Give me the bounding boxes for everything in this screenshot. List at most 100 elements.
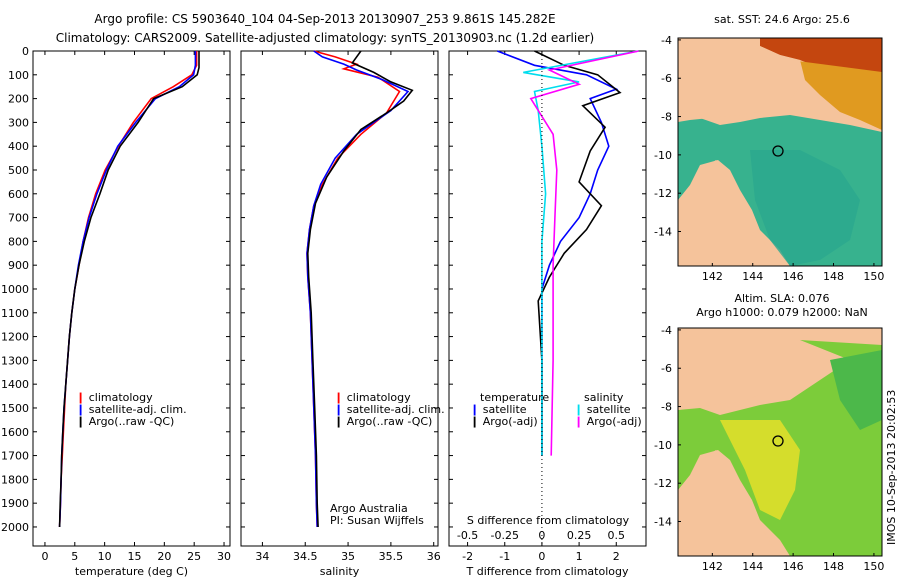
- xtick-label: 36: [427, 550, 441, 563]
- sst-map-title: sat. SST: 24.6 Argo: 25.6: [714, 13, 850, 26]
- ytick-label: 1300: [1, 354, 29, 367]
- xtick-label: 0: [41, 550, 48, 563]
- diff-legend-sal-argo: Argo(-adj): [586, 415, 642, 428]
- sal-legend-clim: climatology: [346, 391, 411, 404]
- map-ytick-label: -4: [661, 324, 672, 337]
- xtick-label: 35: [341, 550, 355, 563]
- map-ytick-label: -6: [661, 362, 672, 375]
- s-tick-label: -0.5: [457, 529, 478, 542]
- map-xtick-label: 142: [702, 270, 723, 283]
- xtick-label: 25: [187, 550, 201, 563]
- ytick-label: 1400: [1, 378, 29, 391]
- temp-legend-sat: satellite-adj. clim.: [88, 403, 187, 416]
- sal-legend-argo: Argo(..raw -QC): [346, 415, 433, 428]
- sla-map: [677, 327, 883, 557]
- ytick-label: 900: [8, 259, 29, 272]
- ytick-label: 1900: [1, 497, 29, 510]
- title-line-1: Argo profile: CS 5903640_104 04-Sep-2013…: [94, 12, 555, 26]
- xtick-label: 2: [613, 550, 620, 563]
- sla-map-subtitle: Argo h1000: 0.079 h2000: NaN: [696, 306, 868, 319]
- xtick-label: 15: [127, 550, 141, 563]
- xtick-label: 34: [255, 550, 269, 563]
- diff-legend-temp-sat: satellite: [482, 403, 527, 416]
- sla-map-axes: 142 144 146 148 150 -4 -6 -8 -10 -12 -14: [654, 324, 884, 573]
- map-ytick-label: -14: [654, 226, 672, 239]
- ytick-label: 500: [8, 164, 29, 177]
- ytick-label: 0: [22, 45, 29, 58]
- map-ytick-label: -10: [654, 439, 672, 452]
- ytick-label: 100: [8, 69, 29, 82]
- temperature-xlabel: temperature (deg C): [75, 565, 188, 578]
- ytick-label: 300: [8, 116, 29, 129]
- salinity-panel: 34 34.5 35 35.5 36 salinity: [240, 50, 441, 578]
- map-ytick-label: -8: [661, 401, 672, 414]
- sst-cape-york: [705, 160, 780, 266]
- xtick-label: 0: [538, 550, 545, 563]
- xtick-label: 30: [217, 550, 231, 563]
- map-xtick-label: 150: [863, 270, 884, 283]
- sal-annotation-line2: PI: Susan Wijffels: [330, 514, 424, 527]
- ytick-label: 2000: [1, 521, 29, 534]
- xtick-label: 1: [576, 550, 583, 563]
- sla-map-title: Altim. SLA: 0.076: [734, 292, 829, 305]
- xtick-label: 20: [157, 550, 171, 563]
- map-ytick-label: -12: [654, 477, 672, 490]
- sal-annotation: Argo Australia PI: Susan Wijffels: [330, 503, 424, 527]
- ytick-label: 400: [8, 140, 29, 153]
- sla-png-land: [678, 328, 800, 410]
- diff-legend-sal-title: salinity: [584, 391, 624, 404]
- xtick-label: 10: [98, 550, 112, 563]
- map-xtick-label: 148: [823, 560, 844, 573]
- s-tick-label: 0.25: [567, 529, 592, 542]
- temperature-series-argo-raw-qc-: [58, 51, 200, 528]
- s-tick-label: 0: [538, 529, 545, 542]
- temperature-panel: 0 5 10 15 20 25 300100200300400500600700800900…: [1, 45, 231, 578]
- diff-legend-temp-argo: Argo(-adj): [482, 415, 538, 428]
- s-tick-label: 0.5: [608, 529, 626, 542]
- imos-stamp: IMOS 10-Sep-2013 20:02:53: [885, 390, 898, 545]
- map-ytick-label: -8: [661, 111, 672, 124]
- sst-warm-band: [790, 60, 882, 130]
- sal-annotation-line1: Argo Australia: [330, 502, 408, 515]
- ytick-label: 1500: [1, 402, 29, 415]
- ytick-label: 1700: [1, 450, 29, 463]
- difference-series-t-satellite: [497, 50, 619, 456]
- xtick-label: -1: [499, 550, 510, 563]
- map-xtick-label: 148: [823, 270, 844, 283]
- sal-legend-sat: satellite-adj. clim.: [346, 403, 445, 416]
- map-xtick-label: 150: [863, 560, 884, 573]
- ytick-label: 1100: [1, 307, 29, 320]
- xtick-label: 5: [71, 550, 78, 563]
- diff-legend-temp-title: temperature: [480, 391, 550, 404]
- sst-map: [677, 37, 883, 267]
- salinity-series-climatology: [306, 50, 401, 528]
- temperature-series-satellite-adj-clim-: [58, 51, 197, 528]
- temp-legend-argo: Argo(..raw -QC): [88, 415, 175, 428]
- ytick-label: 1600: [1, 426, 29, 439]
- temperature-series-climatology: [58, 51, 198, 528]
- ytick-label: 1000: [1, 283, 29, 296]
- title-line-2: Climatology: CARS2009. Satellite-adjuste…: [56, 31, 594, 45]
- sla-cape-york: [705, 450, 780, 556]
- temperature-axes-box: [32, 50, 231, 547]
- salinity-axes-box: [240, 50, 439, 547]
- temp-legend-clim: climatology: [88, 391, 153, 404]
- map-ytick-label: -10: [654, 149, 672, 162]
- difference-series-s-argo-adj-: [529, 50, 639, 456]
- salinity-series-satellite-adj-clim-: [306, 50, 410, 528]
- map-xtick-label: 142: [702, 560, 723, 573]
- map-xtick-label: 144: [742, 560, 763, 573]
- temp-legend: ❙ climatology ❙ satellite-adj. clim. ❙ A…: [76, 391, 187, 428]
- difference-axes-box: [448, 50, 647, 547]
- map-ytick-label: -14: [654, 516, 672, 529]
- xtick-label: 35.5: [379, 550, 404, 563]
- sla-argo-marker: [772, 435, 784, 447]
- salinity-xlabel: salinity: [320, 565, 360, 578]
- map-xtick-label: 144: [742, 270, 763, 283]
- map-xtick-label: 146: [783, 560, 804, 573]
- sst-warm-north: [760, 38, 882, 78]
- salinity-series-argo-raw-qc-: [306, 50, 414, 528]
- difference-series-s-satellite: [523, 50, 639, 456]
- ytick-label: 1200: [1, 331, 29, 344]
